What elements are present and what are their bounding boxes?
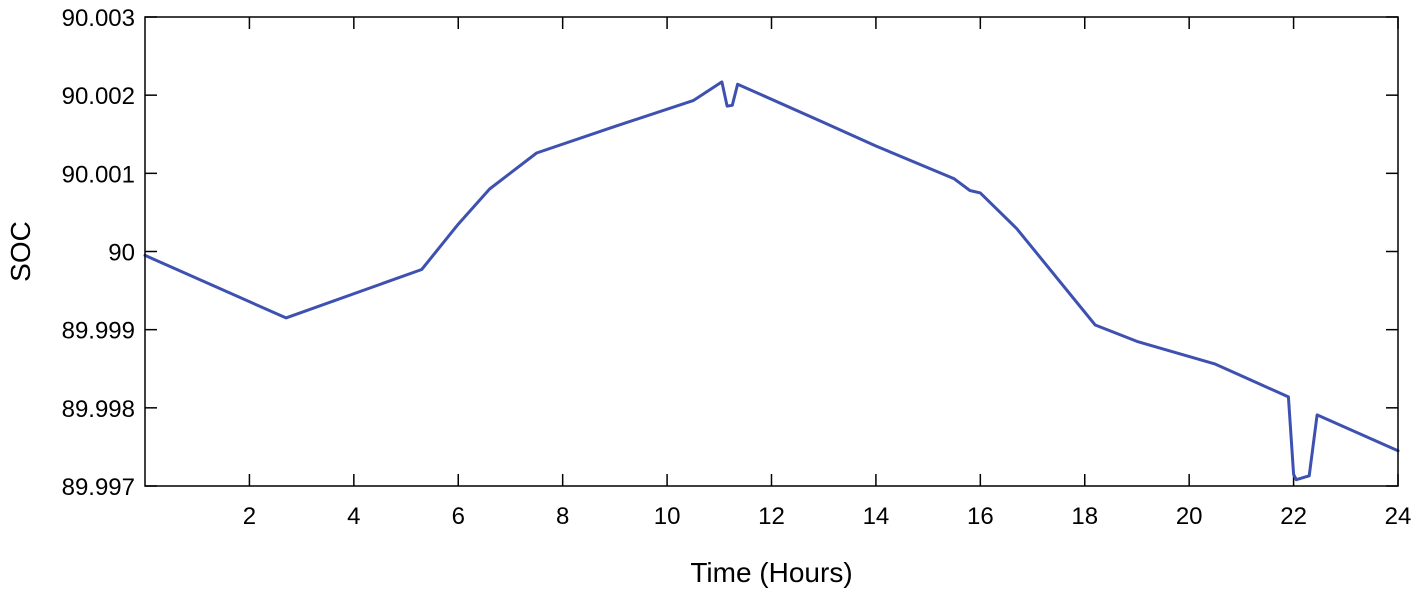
x-tick-label: 14 <box>863 503 890 530</box>
y-tick-label: 89.998 <box>62 396 135 423</box>
series-layer <box>143 80 1400 482</box>
y-tick-label: 89.999 <box>62 318 135 345</box>
plot-frame <box>144 16 1399 487</box>
y-tick-label: 90 <box>108 240 135 267</box>
y-axis-title: SOC <box>5 221 36 282</box>
x-tick-label: 4 <box>347 503 360 530</box>
x-tick-label: 16 <box>967 503 994 530</box>
y-tick-label: 90.001 <box>62 161 135 188</box>
x-tick-label: 2 <box>243 503 256 530</box>
y-tick-label: 89.997 <box>62 474 135 501</box>
x-tick-label: 12 <box>758 503 785 530</box>
x-axis-title: Time (Hours) <box>690 557 852 588</box>
x-tick-label: 22 <box>1280 503 1307 530</box>
soc-series-line <box>143 80 1400 482</box>
x-tick-label: 10 <box>654 503 681 530</box>
x-tick-label: 6 <box>452 503 465 530</box>
x-tick-label: 8 <box>556 503 569 530</box>
y-tick-label: 90.002 <box>62 83 135 110</box>
x-tick-label: 18 <box>1071 503 1098 530</box>
x-tick-label: 24 <box>1385 503 1412 530</box>
tick-layer: 2 4 6 8 10 12 14 16 18 20 22 2489.99789.99889.99990… <box>62 5 1412 530</box>
x-tick-label: 20 <box>1176 503 1203 530</box>
y-tick-label: 90.003 <box>62 5 135 32</box>
